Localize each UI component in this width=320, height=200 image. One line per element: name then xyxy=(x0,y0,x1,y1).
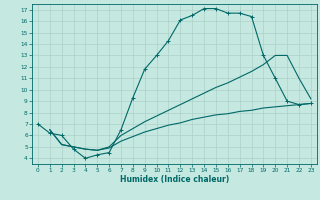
X-axis label: Humidex (Indice chaleur): Humidex (Indice chaleur) xyxy=(120,175,229,184)
